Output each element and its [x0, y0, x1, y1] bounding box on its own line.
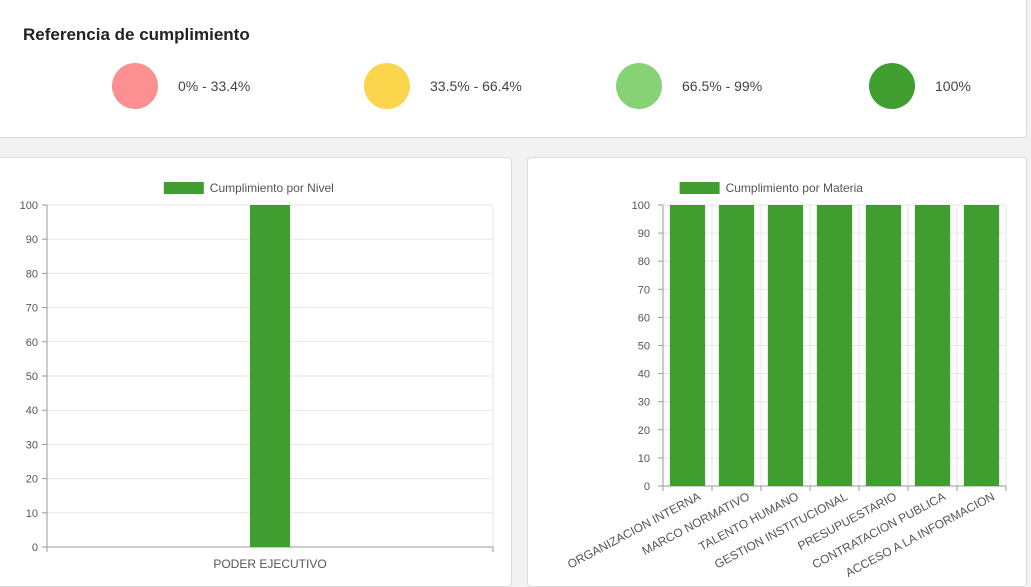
reference-item-red: 0% - 33.4%: [112, 63, 250, 109]
y-tick-label: 0: [644, 481, 650, 493]
legend-label-materia: Cumplimiento por Materia: [726, 181, 864, 195]
y-tick-label: 80: [638, 256, 650, 268]
reference-label: 33.5% - 66.4%: [430, 78, 522, 94]
yellow-circle-icon: [364, 63, 410, 109]
bar-materia: [963, 205, 1000, 486]
y-tick-label: 50: [638, 341, 650, 353]
y-tick-label: 80: [26, 268, 38, 280]
bar-nivel: [249, 205, 291, 547]
red-circle-icon: [112, 63, 158, 109]
reference-card: Referencia de cumplimiento 0% - 33.4% 33…: [0, 0, 1027, 138]
y-tick-label: 90: [638, 228, 650, 240]
bar-materia: [816, 205, 853, 486]
bar-materia: [914, 205, 951, 486]
legend-label-nivel: Cumplimiento por Nivel: [210, 181, 334, 195]
y-tick-label: 100: [20, 200, 38, 212]
y-tick-label: 40: [26, 405, 38, 417]
y-tick-label: 10: [26, 508, 38, 520]
y-tick-label: 50: [26, 371, 38, 383]
reference-label: 0% - 33.4%: [178, 78, 251, 94]
legend-swatch-nivel: [163, 182, 204, 194]
reference-label: 100%: [935, 78, 971, 94]
y-tick-label: 30: [638, 397, 650, 409]
reference-title: Referencia de cumplimiento: [23, 25, 250, 44]
bar-materia: [669, 205, 706, 486]
y-tick-label: 60: [26, 337, 38, 349]
bar-materia: [718, 205, 755, 486]
y-tick-label: 10: [638, 453, 650, 465]
legend-swatch-materia: [679, 182, 720, 194]
y-tick-label: 0: [32, 542, 38, 554]
y-tick-label: 100: [632, 200, 650, 212]
reference-item-yellow: 33.5% - 66.4%: [364, 63, 522, 109]
bar-materia: [767, 205, 804, 486]
y-tick-label: 60: [638, 312, 650, 324]
reference-item-light-green: 66.5% - 99%: [616, 63, 762, 109]
light-green-circle-icon: [616, 63, 662, 109]
bar-materia: [865, 205, 902, 486]
y-tick-label: 30: [26, 439, 38, 451]
y-tick-label: 90: [26, 234, 38, 246]
green-circle-icon: [869, 63, 915, 109]
y-tick-label: 40: [638, 369, 650, 381]
y-tick-label: 70: [638, 284, 650, 296]
y-tick-label: 20: [638, 425, 650, 437]
x-tick-label: PODER EJECUTIVO: [213, 557, 326, 571]
y-tick-label: 70: [26, 303, 38, 315]
reference-item-green: 100%: [869, 63, 971, 109]
reference-label: 66.5% - 99%: [682, 78, 763, 94]
y-tick-label: 20: [26, 474, 38, 486]
